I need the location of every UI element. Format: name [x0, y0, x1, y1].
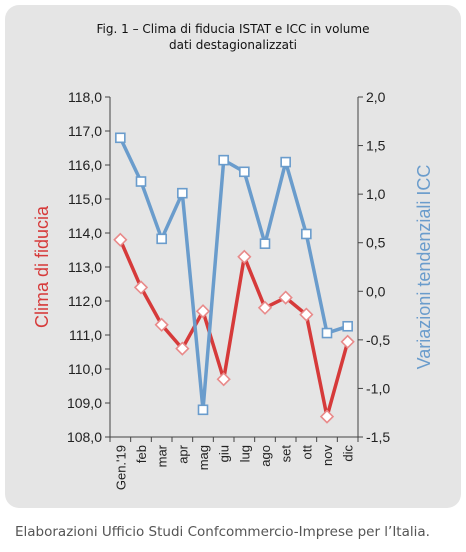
clima-fiducia-point — [299, 307, 314, 322]
y-left-tick-label: 118,0 — [68, 89, 102, 105]
x-tick-label: feb — [134, 445, 149, 463]
y-right-tick-label: 2,0 — [366, 89, 386, 105]
y-right-tick-label: -0,5 — [366, 332, 390, 348]
clima-fiducia-point — [278, 290, 293, 305]
icc-point — [301, 228, 312, 240]
source-caption: Elaborazioni Ufficio Studi Confcommercio… — [15, 524, 430, 540]
x-tick-label: mar — [155, 444, 170, 467]
clima-fiducia-series-line — [118, 239, 350, 419]
x-tick-label: nov — [320, 445, 335, 466]
x-tick-label: Gen.'19 — [113, 445, 128, 490]
clima-fiducia-point — [133, 280, 149, 295]
icc-point — [115, 132, 126, 144]
icc-point — [239, 166, 250, 178]
x-tick-label: ago — [258, 445, 273, 467]
clima-fiducia-point — [340, 334, 355, 349]
y-right-tick-label: 1,5 — [366, 138, 386, 154]
y-left-tick-label: 111,0 — [69, 327, 102, 343]
clima-fiducia-point — [257, 300, 273, 315]
icc-point — [321, 327, 333, 339]
icc-series-line — [118, 137, 349, 412]
y-right-tick-label: 0,5 — [366, 235, 386, 251]
icc-point — [259, 238, 271, 249]
clima-fiducia-point — [216, 372, 231, 387]
y-right-tick-label: -1,0 — [366, 380, 390, 396]
y-left-tick-label: 117,0 — [68, 123, 102, 139]
x-tick-label: giu — [217, 445, 232, 462]
icc-point — [156, 233, 167, 245]
icc-point — [197, 404, 209, 416]
icc-point — [218, 154, 229, 166]
y-right-tick-label: 1,0 — [366, 186, 386, 202]
clima-fiducia-point — [154, 317, 169, 332]
clima-fiducia-point — [319, 409, 335, 424]
clima-fiducia-point — [175, 341, 190, 356]
icc-point — [177, 187, 188, 199]
x-tick-label: apr — [175, 444, 190, 463]
y-left-tick-label: 116,0 — [68, 157, 102, 173]
clima-fiducia-point — [113, 232, 128, 247]
y-axis-right-label: Variazioni tendenziali ICC — [414, 165, 434, 370]
y-axis-left-label: Clima di fiducia — [32, 205, 52, 328]
chart-title-line-1: Fig. 1 – Clima di fiducia ISTAT e ICC in… — [97, 22, 370, 36]
chart-title-line-2: dati destagionalizzati — [169, 38, 297, 52]
axes: 108,0 109,0 110,0 111,0 112,0 113,0 114,0 115,0… — [67, 89, 390, 490]
x-tick-label: set — [279, 445, 294, 463]
y-left-tick-label: 109,0 — [67, 395, 102, 411]
y-left-tick-label: 114,0 — [68, 225, 102, 241]
icc-point — [342, 320, 353, 332]
y-left-tick-label: 113,0 — [68, 259, 102, 275]
icc-point — [135, 176, 147, 187]
y-left-tick-label: 115,0 — [68, 191, 102, 207]
icc-point — [280, 156, 291, 168]
x-tick-label: dic — [341, 445, 356, 462]
y-right-tick-label: 0,0 — [366, 283, 386, 299]
clima-fiducia-point — [195, 304, 211, 319]
y-right-tick-label: -1,5 — [366, 429, 390, 445]
x-tick-label: mag — [196, 445, 211, 470]
series-layer — [113, 132, 355, 424]
x-tick-label: lug — [237, 445, 252, 462]
y-left-tick-label: 108,0 — [67, 429, 102, 445]
y-left-tick-label: 112,0 — [68, 293, 102, 309]
x-tick-label: ott — [299, 445, 314, 460]
clima-fiducia-point — [237, 249, 252, 264]
chart-panel — [5, 5, 461, 508]
y-left-tick-label: 110,0 — [68, 361, 102, 377]
